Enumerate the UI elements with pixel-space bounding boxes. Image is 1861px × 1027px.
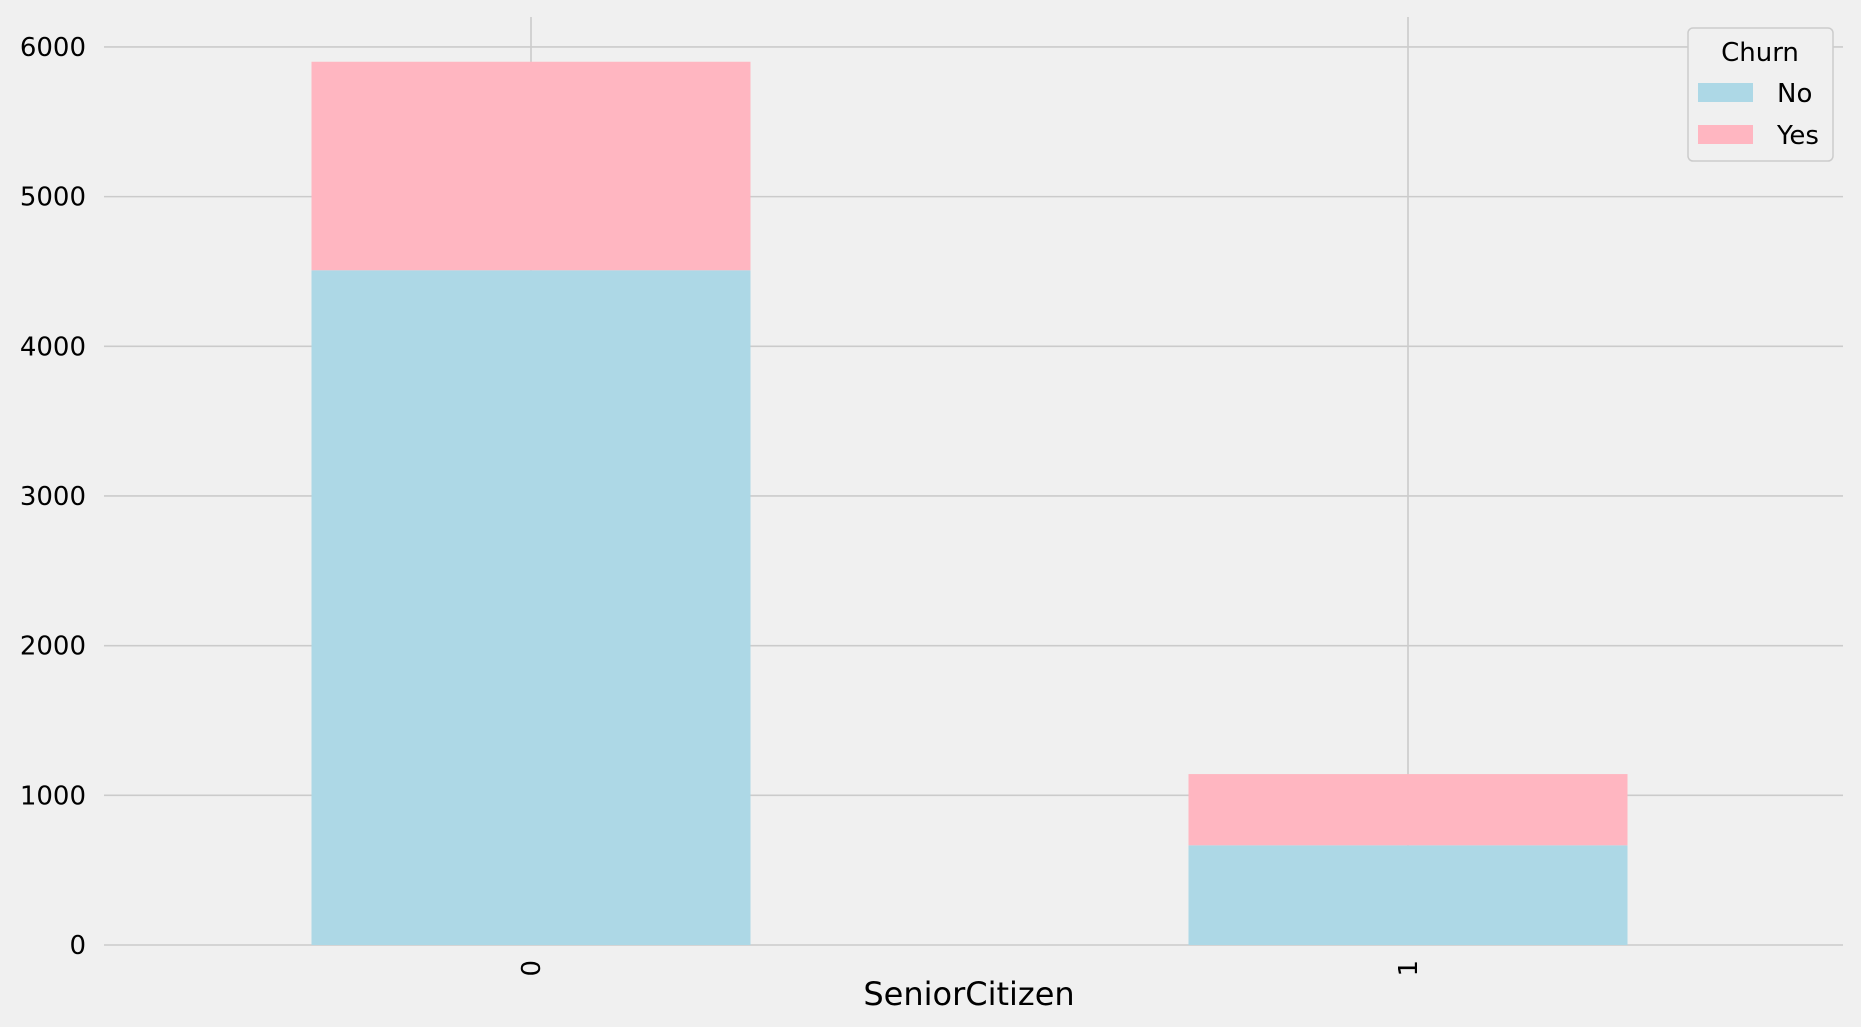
legend: Churn No Yes bbox=[1687, 27, 1834, 162]
y-axis-ticks: 0 1000 2000 3000 4000 5000 6000 bbox=[20, 33, 86, 961]
legend-label-no: No bbox=[1777, 79, 1812, 109]
legend-label-yes: Yes bbox=[1776, 121, 1819, 151]
y-tick-label: 4000 bbox=[20, 332, 86, 362]
y-tick-label: 2000 bbox=[20, 632, 86, 662]
y-tick-label: 6000 bbox=[20, 33, 86, 63]
x-tick-label: 0 bbox=[517, 960, 547, 977]
y-tick-label: 0 bbox=[69, 931, 86, 961]
legend-items: No Yes bbox=[1698, 79, 1819, 151]
x-tick-label: 1 bbox=[1394, 960, 1424, 977]
bars bbox=[311, 61, 1628, 946]
y-tick-label: 1000 bbox=[20, 781, 86, 811]
bar-no-0 bbox=[311, 270, 751, 946]
bar-no-1 bbox=[1188, 845, 1628, 945]
legend-swatch-yes bbox=[1698, 125, 1753, 144]
y-tick-label: 5000 bbox=[20, 183, 86, 213]
x-axis-label: SeniorCitizen bbox=[863, 975, 1074, 1013]
bar-yes-0 bbox=[311, 61, 751, 271]
bar-yes-1 bbox=[1188, 774, 1628, 846]
legend-swatch-no bbox=[1698, 83, 1753, 102]
legend-title: Churn bbox=[1721, 38, 1799, 68]
y-tick-label: 3000 bbox=[20, 482, 86, 512]
